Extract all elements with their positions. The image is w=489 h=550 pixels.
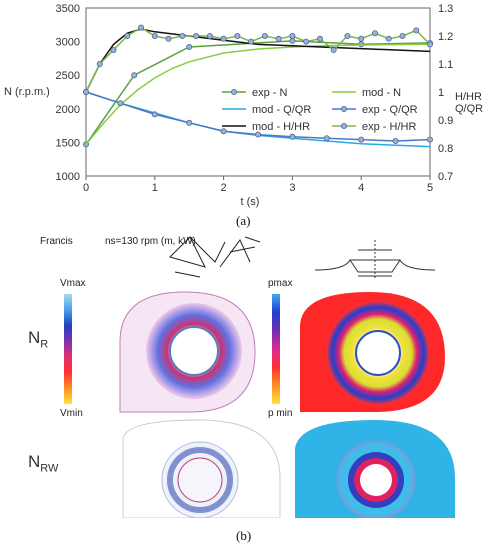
y-tick-label-left: 1000 [56, 171, 80, 183]
volute-pressure-nr [300, 292, 445, 412]
legend-label: mod - H/HR [252, 121, 310, 133]
series-point-5 [413, 27, 420, 34]
right-bar-bottom-label: p min [268, 408, 293, 419]
series-line-5 [85, 26, 431, 93]
series-point-3 [358, 136, 365, 143]
series-point-3 [186, 119, 193, 126]
left-bar-bottom-label: Vmin [60, 408, 83, 419]
pressure-colorbar [272, 294, 280, 404]
series-point-5 [193, 33, 200, 40]
y-tick-label-left: 2500 [56, 70, 80, 82]
y-tick-label-right: 0.7 [438, 171, 453, 183]
legend-marker [340, 123, 347, 130]
row-label-nr: NR [28, 328, 49, 351]
y-tick-label-right: 0.9 [438, 115, 453, 127]
series-point-5 [303, 38, 310, 45]
y-tick-label-right: 1.1 [438, 59, 453, 71]
series-line-0 [85, 40, 431, 145]
x-tick-label: 1 [152, 182, 158, 194]
y-tick-label-left: 3000 [56, 37, 80, 49]
series-point-5 [261, 33, 268, 40]
series-point-5 [151, 33, 158, 40]
series-point-5 [206, 33, 213, 40]
heading-ns: ns=130 rpm (m, kW) [105, 236, 196, 247]
legend-label: exp - N [252, 87, 288, 99]
series-point-3 [323, 135, 330, 142]
legend-label: exp - Q/QR [362, 104, 418, 116]
series-point-5 [426, 41, 433, 48]
legend-marker [230, 89, 237, 96]
right-bar-top-label: pmax [268, 278, 293, 289]
legend-marker [340, 106, 347, 113]
series-point-5 [248, 38, 255, 45]
series-point-3 [392, 137, 399, 144]
row-label-nrw: NRW [28, 452, 59, 475]
y-axis-label-right-1: H/HR [455, 91, 482, 103]
series-point-5 [165, 35, 172, 42]
series-point-5 [371, 30, 378, 37]
series-point-5 [96, 61, 103, 68]
series-line-4 [85, 28, 431, 93]
y-tick-label-left: 3500 [56, 3, 80, 15]
series-point-5 [289, 33, 296, 40]
series-point-3 [426, 136, 433, 143]
left-bar-top-label: Vmax [60, 278, 86, 289]
x-tick-label: 2 [221, 182, 227, 194]
line-chart: 0 1 2 3 4 5 1000 1500 2000 2500 3000 3500 0.7 0.8 0.… [4, 3, 483, 208]
series-point-3 [254, 131, 261, 138]
series-point-5 [330, 47, 337, 54]
series-point-3 [289, 133, 296, 140]
legend-label: mod - N [362, 87, 401, 99]
series-point-5 [234, 33, 241, 40]
legend-label: exp - H/HR [362, 121, 416, 133]
series-point-3 [151, 111, 158, 118]
volute-velocity-nr [119, 291, 256, 413]
legend-label: mod - Q/QR [252, 104, 311, 116]
series-point-5 [358, 35, 365, 42]
series-point-5 [316, 35, 323, 42]
series-point-5 [138, 24, 145, 31]
series-point-5 [385, 35, 392, 42]
caption-b: (b) [236, 528, 252, 543]
x-axis-label: t (s) [241, 196, 260, 208]
y-axis-label-left: N (r.p.m.) [4, 86, 50, 98]
y-tick-label-left: 1500 [56, 137, 80, 149]
y-tick-label-right: 1 [438, 87, 444, 99]
series-point-0 [131, 72, 138, 79]
y-tick-label-right: 1.2 [438, 31, 453, 43]
series-point-5 [344, 33, 351, 40]
velocity-triangle-sketch [169, 236, 261, 278]
series-point-5 [275, 35, 282, 42]
y-tick-label-right: 0.8 [438, 143, 453, 155]
series-point-5 [179, 33, 186, 40]
series-point-5 [110, 47, 117, 54]
volute-velocity-nrw [122, 419, 281, 518]
series-point-5 [124, 33, 131, 40]
y-tick-label-left: 2000 [56, 104, 80, 116]
series-point-5 [220, 35, 227, 42]
x-tick-label: 4 [358, 182, 364, 194]
series-point-0 [289, 37, 296, 44]
x-tick-label: 5 [427, 182, 433, 194]
series-point-0 [186, 43, 193, 50]
series-point-5 [83, 89, 90, 96]
series-point-5 [399, 33, 406, 40]
series-point-3 [220, 128, 227, 135]
x-tick-label: 3 [289, 182, 295, 194]
volute-pressure-nrw [295, 420, 455, 518]
heading-francis: Francis [40, 236, 73, 247]
runner-cross-section-sketch [314, 240, 436, 278]
y-axis-label-right-2: Q/QR [455, 103, 483, 115]
series-line-2 [85, 91, 431, 148]
series-point-3 [117, 100, 124, 107]
x-tick-label: 0 [83, 182, 89, 194]
y-tick-label-right: 1.3 [438, 3, 453, 15]
caption-a: (a) [236, 213, 251, 228]
velocity-colorbar [64, 294, 72, 404]
